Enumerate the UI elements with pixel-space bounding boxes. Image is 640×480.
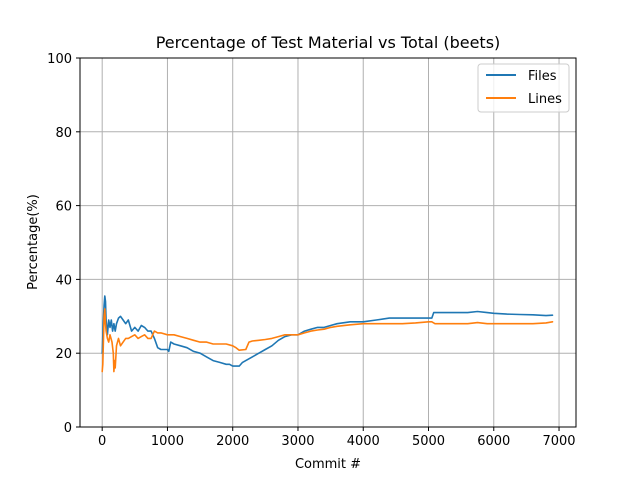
legend-label-lines: Lines [528, 92, 562, 107]
series-line-files [101, 295, 554, 367]
x-tick-label: 6000 [477, 434, 510, 449]
x-tick-label: 1000 [151, 434, 184, 449]
y-axis-label: Percentage(%) [26, 194, 41, 290]
plot-frame [79, 57, 577, 428]
y-tick-label: 0 [64, 421, 72, 436]
legend: Files Lines [477, 63, 570, 113]
x-tick-label: 7000 [542, 434, 575, 449]
series-line-lines [101, 308, 554, 373]
x-tick-label: 2000 [216, 434, 249, 449]
y-tick-label: 20 [55, 347, 72, 362]
y-tick-label: 40 [55, 273, 72, 288]
plot-series [101, 295, 554, 373]
x-tick-label: 5000 [412, 434, 445, 449]
y-tick-label: 60 [55, 200, 72, 215]
x-axis-label: Commit # [295, 457, 361, 472]
y-tick-label: 80 [55, 126, 72, 141]
x-tick-label: 4000 [347, 434, 380, 449]
y-tick-label: 100 [47, 52, 72, 67]
chart-title: Percentage of Test Material vs Total (be… [156, 33, 501, 52]
axis-ticks: 0 1000 2000 3000 4000 5000 6000 7000 0 20 40 60 80 10… [47, 52, 575, 449]
x-tick-label: 0 [98, 434, 106, 449]
x-tick-label: 3000 [281, 434, 314, 449]
legend-label-files: Files [528, 69, 557, 84]
